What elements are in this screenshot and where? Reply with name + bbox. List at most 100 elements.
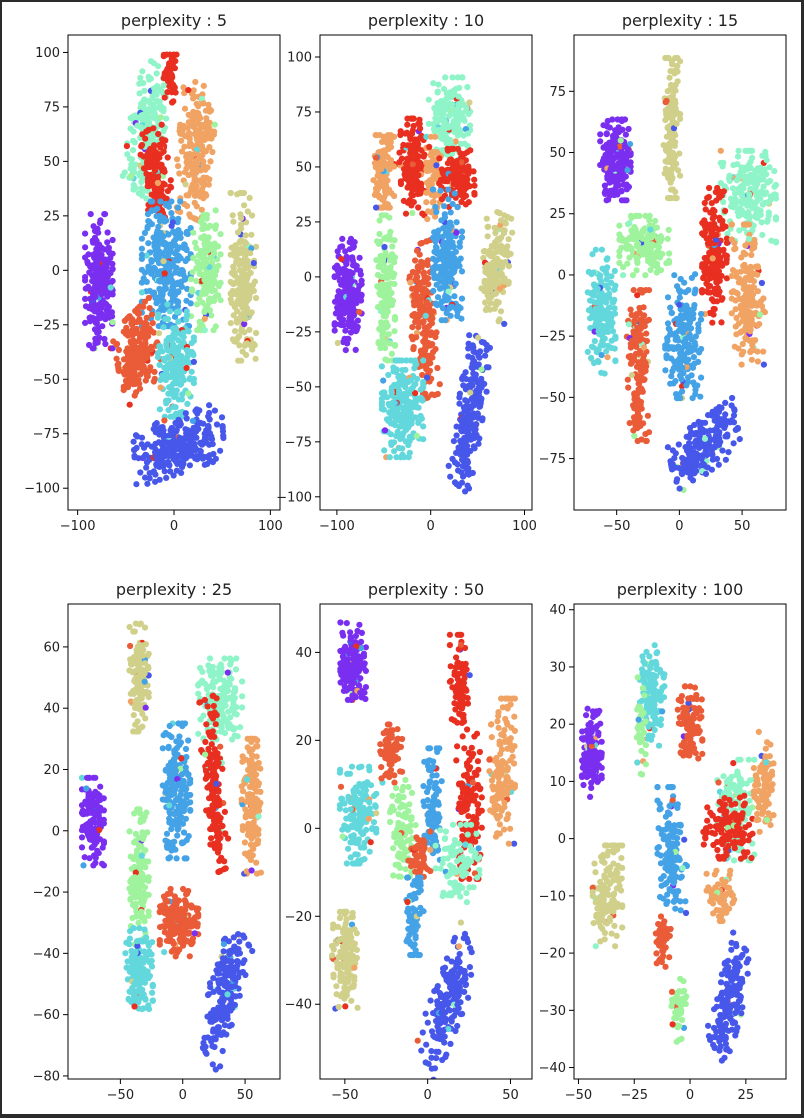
data-point	[167, 177, 174, 184]
data-point	[211, 245, 218, 252]
data-point	[660, 142, 667, 149]
data-point	[140, 363, 147, 370]
data-point	[146, 163, 153, 170]
data-point	[202, 439, 209, 446]
data-point	[168, 210, 175, 217]
data-point	[175, 318, 182, 325]
cluster-5	[173, 78, 218, 224]
data-point	[174, 298, 181, 305]
data-point	[161, 181, 168, 188]
data-point	[91, 326, 99, 333]
data-point	[196, 264, 203, 271]
data-point	[128, 339, 135, 347]
data-point	[386, 454, 393, 461]
data-point	[138, 266, 145, 273]
data-point	[198, 206, 205, 213]
data-point	[191, 192, 198, 199]
data-point	[90, 286, 97, 293]
data-point	[673, 62, 680, 70]
data-point	[349, 254, 356, 261]
data-point	[184, 230, 191, 238]
data-point	[772, 191, 779, 198]
data-point	[143, 464, 150, 471]
data-point	[168, 333, 175, 340]
data-point	[95, 229, 102, 236]
data-point	[465, 199, 472, 206]
data-point	[200, 100, 207, 107]
data-point	[235, 279, 242, 287]
data-point	[169, 413, 176, 420]
data-point	[334, 248, 341, 255]
data-point	[499, 226, 506, 233]
data-point	[432, 115, 439, 122]
data-point	[447, 209, 454, 216]
data-point	[475, 440, 482, 447]
data-point	[119, 172, 126, 179]
data-point	[624, 167, 631, 174]
data-point	[379, 212, 386, 219]
data-point	[485, 364, 492, 371]
data-point	[386, 204, 393, 211]
data-point	[662, 165, 669, 172]
data-point	[610, 178, 618, 185]
data-point	[442, 293, 449, 300]
data-point	[145, 73, 152, 80]
data-point	[381, 243, 388, 251]
data-point	[92, 340, 99, 347]
data-point	[382, 297, 389, 304]
data-point	[127, 379, 134, 386]
data-point	[413, 334, 420, 341]
data-point	[470, 348, 477, 355]
data-point	[464, 130, 472, 137]
data-point	[414, 165, 421, 172]
data-point	[458, 423, 465, 430]
data-point	[387, 157, 395, 164]
y-tick-label: 75	[295, 105, 312, 120]
y-tick-label: −100	[276, 490, 312, 505]
data-point	[446, 226, 453, 233]
data-point	[82, 230, 89, 237]
data-point	[463, 466, 470, 473]
data-point	[215, 262, 222, 269]
data-point	[93, 302, 100, 309]
data-point	[728, 203, 735, 210]
data-point	[160, 453, 168, 460]
data-point	[653, 249, 660, 256]
data-point	[432, 300, 439, 307]
data-point	[410, 346, 417, 353]
data-point	[642, 212, 649, 219]
cluster-3	[717, 147, 780, 246]
data-point	[473, 387, 480, 394]
data-point	[447, 312, 454, 319]
data-point	[431, 125, 438, 133]
data-point	[618, 197, 626, 204]
data-point	[415, 324, 422, 331]
data-point	[242, 301, 249, 308]
data-point	[209, 148, 216, 156]
data-point	[497, 308, 505, 315]
data-point	[449, 101, 456, 108]
data-point	[201, 308, 208, 315]
data-point	[388, 439, 395, 446]
data-point	[661, 170, 668, 177]
data-point	[202, 272, 209, 279]
data-point	[502, 220, 509, 227]
data-point	[668, 58, 676, 65]
data-point	[657, 267, 665, 274]
data-point	[220, 434, 227, 442]
data-point	[452, 248, 459, 255]
data-point	[629, 272, 637, 279]
data-point	[669, 160, 677, 167]
data-point	[156, 86, 163, 93]
data-point	[389, 243, 396, 250]
data-point	[130, 147, 137, 154]
data-point	[404, 155, 411, 162]
data-point	[251, 342, 258, 349]
data-point	[138, 245, 145, 252]
data-point	[433, 257, 440, 264]
data-point	[91, 254, 98, 262]
data-point	[148, 311, 156, 318]
data-point	[188, 368, 195, 375]
data-point	[141, 298, 148, 305]
